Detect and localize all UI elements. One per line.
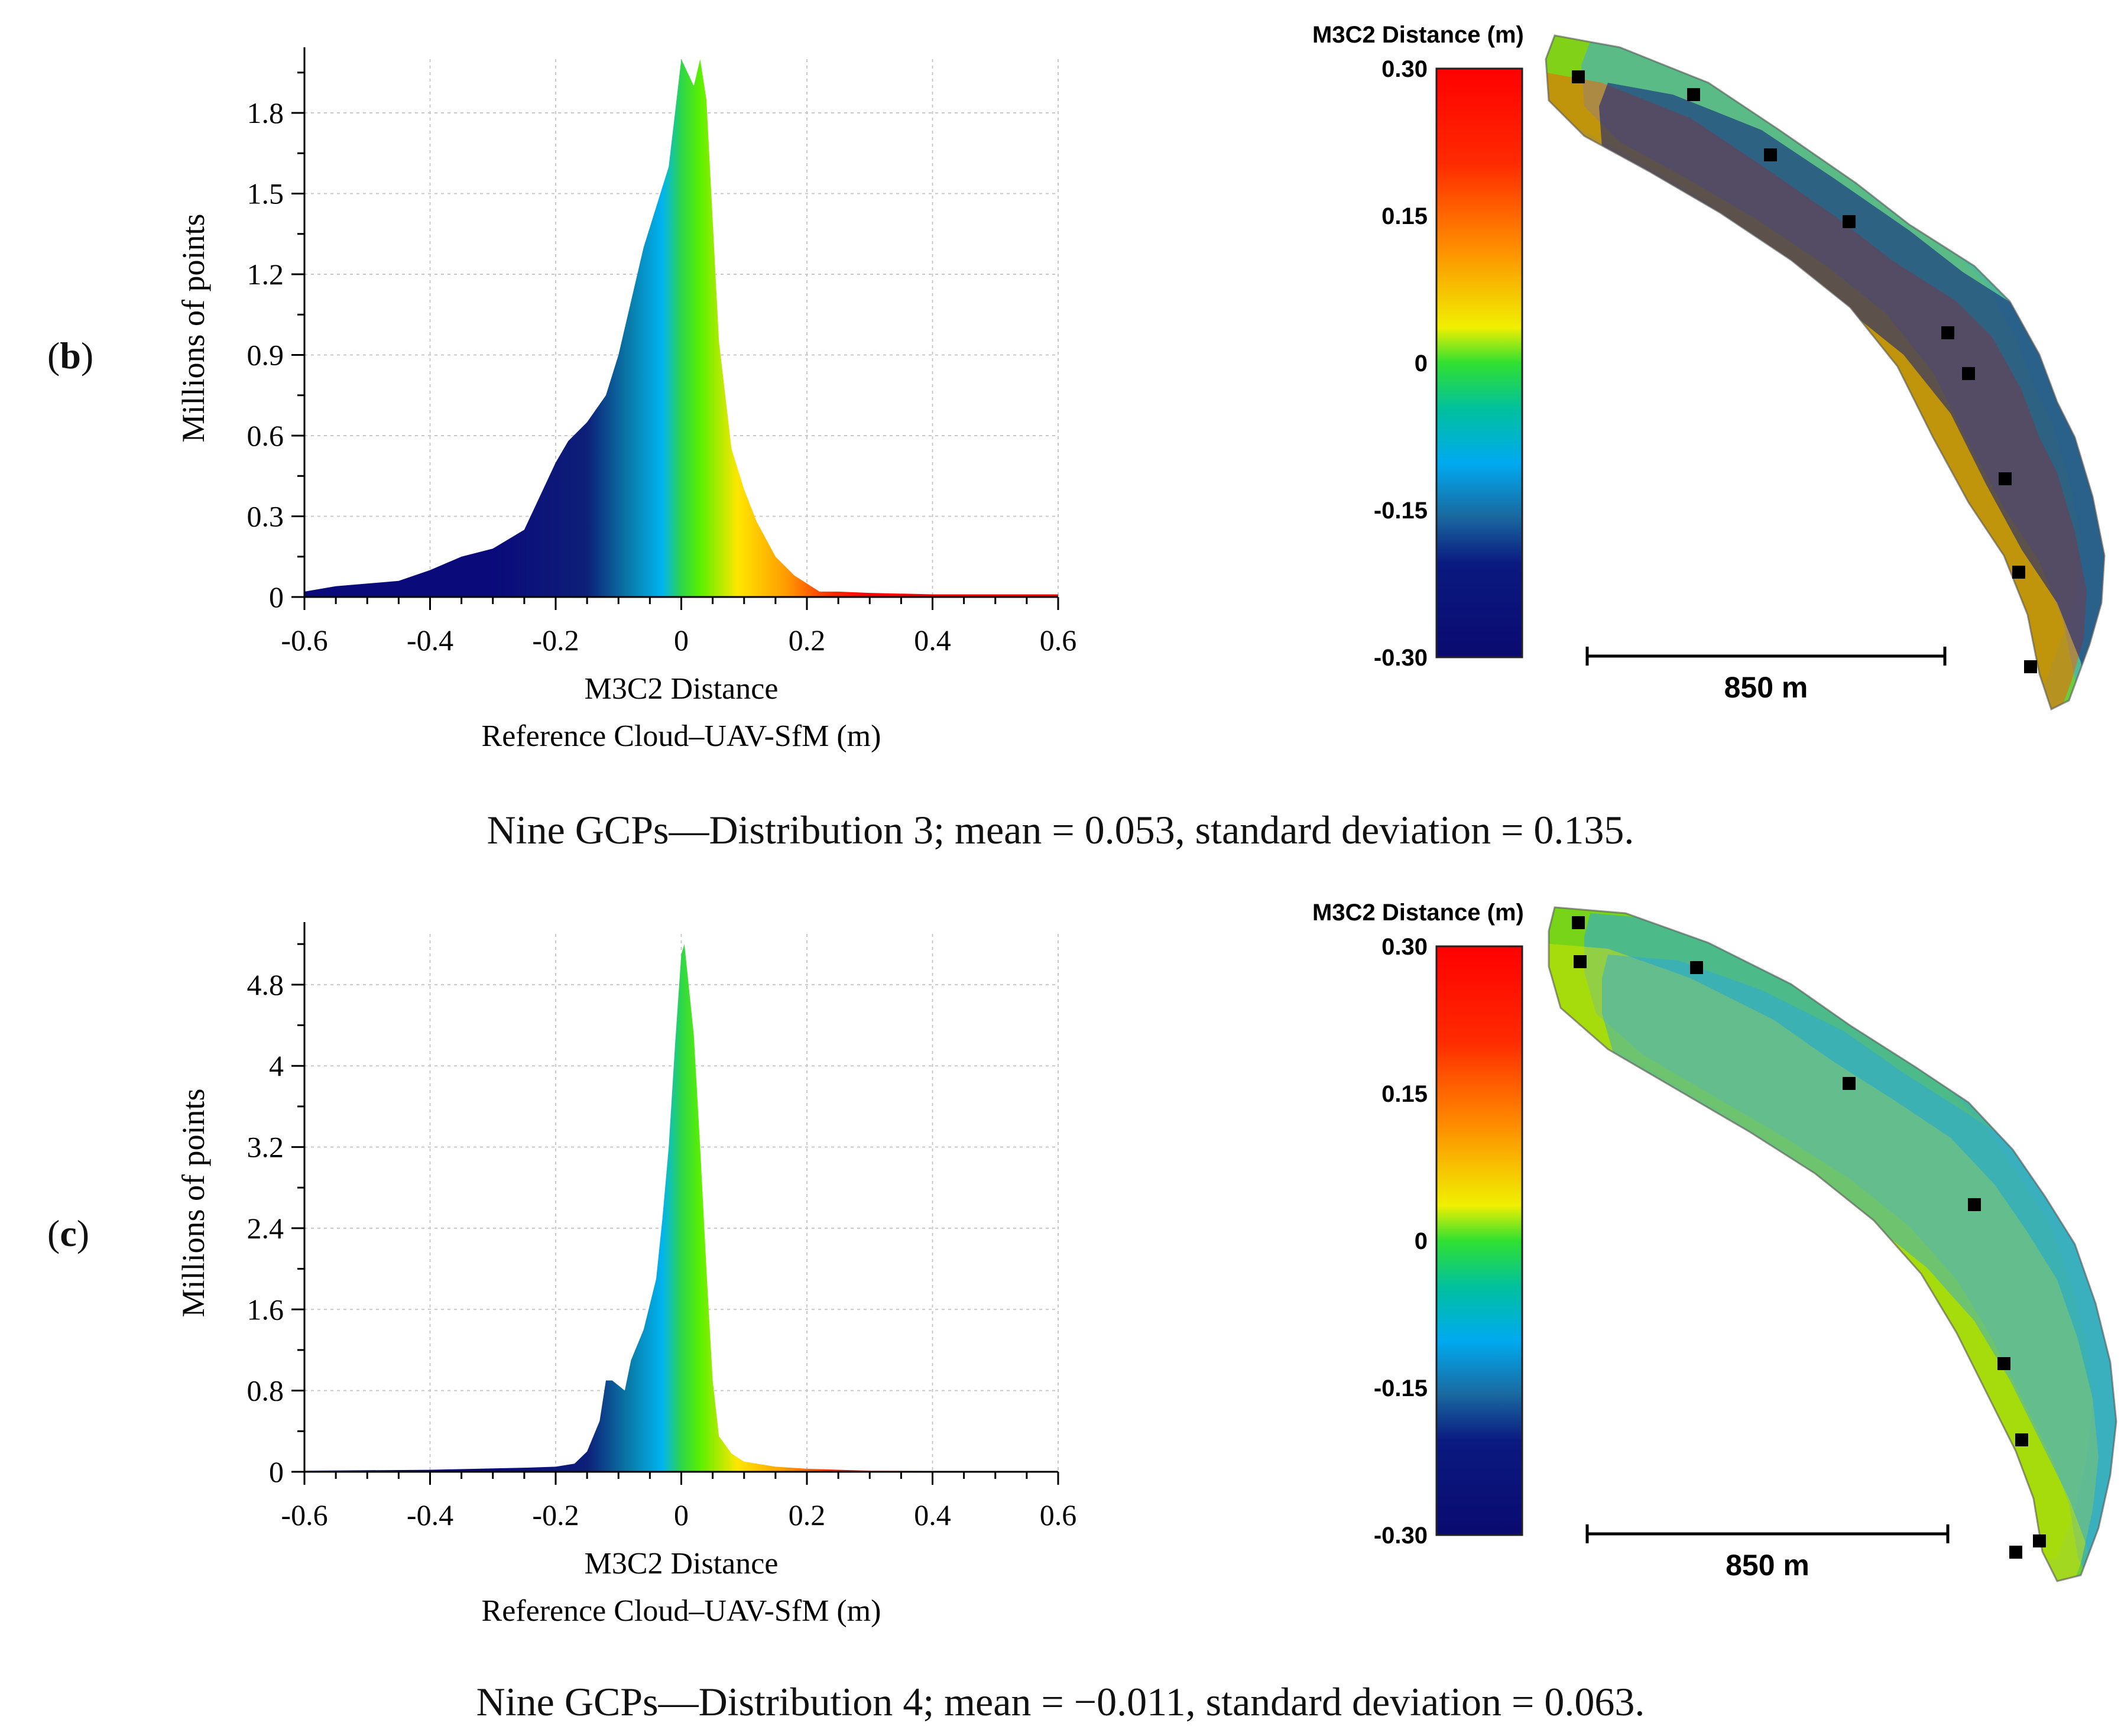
y-tick-label: 4.8 [247, 968, 284, 1001]
panel-label-b: (b) [47, 335, 94, 377]
x-tick-label: 0 [674, 624, 689, 657]
gcp-marker [1764, 148, 1777, 161]
map-reach-zone [1602, 955, 2116, 1581]
gcp-marker [1997, 1357, 2010, 1370]
map-reach [1546, 35, 2104, 709]
histogram-chart-c: -0.6 -0.4 -0.2 0 0.2 0.4 0.6 0 0.8 1.6 2.4 3.2 4 4.8 M… [176, 922, 1077, 1628]
colorbar-tick-label: 0.15 [1381, 203, 1428, 229]
x-axis-label: M3C2 Distance [585, 1547, 779, 1581]
gcp-marker [1962, 367, 1975, 380]
gcp-marker [1572, 916, 1585, 929]
x-tick-label: -0.2 [532, 624, 579, 657]
gcp-marker [1999, 472, 2012, 485]
scale-bar-label: 850 m [1726, 1549, 1809, 1582]
colorbar-tick-label: 0.30 [1381, 56, 1428, 82]
gcp-marker [1572, 70, 1585, 83]
x-tick-label: 0.4 [914, 624, 951, 657]
scale-bar-label: 850 m [1724, 671, 1808, 704]
gcp-marker [1843, 215, 1856, 228]
gcp-marker [1574, 955, 1587, 968]
colorbar-tick-label: 0.15 [1381, 1081, 1428, 1107]
y-tick-label: 1.8 [247, 96, 284, 129]
colorbar [1435, 945, 1523, 1536]
colorbar-tick-label: 0.30 [1381, 934, 1428, 960]
colorbar-title: M3C2 Distance (m) [1312, 22, 1524, 48]
distance-map-c: M3C2 Distance (m) 0.30 0.15 0 -0.15 -0.30 850 … [1312, 900, 2117, 1582]
y-tick-label: 4 [269, 1049, 284, 1082]
y-tick-label: 0.9 [247, 339, 284, 372]
y-tick-label: 0 [269, 580, 284, 614]
panel-label-c: (c) [47, 1212, 90, 1254]
x-tick-label: -0.6 [281, 624, 327, 657]
gcp-marker [2015, 1433, 2028, 1446]
colorbar-title: M3C2 Distance (m) [1312, 900, 1524, 926]
x-tick-label: -0.4 [407, 624, 453, 657]
x-tick-label: -0.6 [281, 1498, 327, 1531]
x-tick-label: 0 [674, 1498, 689, 1531]
colorbar-tick-label: -0.30 [1374, 1523, 1428, 1549]
x-tick-label: 0.6 [1040, 624, 1077, 657]
map-reach-outline [1545, 34, 2106, 711]
histogram-area [304, 944, 1058, 1472]
gcp-marker [1968, 1198, 1981, 1211]
gcp-marker [1687, 88, 1700, 101]
x-tick-label: 0.6 [1040, 1498, 1077, 1531]
gcp-marker [2033, 1534, 2046, 1547]
gcp-marker [1690, 961, 1703, 974]
map-reach [1549, 907, 2116, 1581]
y-tick-label: 0.3 [247, 500, 284, 533]
x-axis-label: M3C2 Distance [585, 672, 779, 706]
distance-map-b: M3C2 Distance (m) 0.30 0.15 0 -0.15 -0.30 850 … [1312, 22, 2106, 711]
colorbar-tick-label: -0.15 [1374, 1375, 1428, 1401]
x-axis-label-units: Reference Cloud–UAV-SfM (m) [482, 719, 881, 753]
caption-c: Nine GCPs—Distribution 4; mean = −0.011,… [476, 1679, 1645, 1724]
x-tick-label: 0.2 [789, 624, 826, 657]
map-reach-outline [1548, 906, 2117, 1582]
colorbar-tick-label: -0.30 [1374, 645, 1428, 671]
x-tick-label: 0.4 [914, 1498, 951, 1531]
colorbar-tick-label: 0 [1415, 351, 1428, 377]
colorbar-tick-label: -0.15 [1374, 498, 1428, 524]
x-tick-label: -0.4 [407, 1498, 453, 1531]
x-tick-label: -0.2 [532, 1498, 579, 1531]
x-axis-label-units: Reference Cloud–UAV-SfM (m) [482, 1594, 881, 1628]
gcp-marker [2009, 1546, 2022, 1559]
colorbar [1435, 67, 1523, 658]
gcp-marker [2024, 660, 2037, 673]
colorbar-tick-label: 0 [1415, 1228, 1428, 1254]
y-tick-label: 0 [269, 1455, 284, 1488]
y-axis-label: Millions of points [176, 1088, 211, 1317]
y-tick-label: 1.6 [247, 1293, 284, 1326]
x-tick-label: 0.2 [789, 1498, 826, 1531]
y-tick-label: 1.5 [247, 177, 284, 210]
y-tick-label: 1.2 [247, 258, 284, 291]
histogram-chart-b: -0.6 -0.4 -0.2 0 0.2 0.4 0.6 0 0.3 0.6 0.9 1.2 1.5 1.… [176, 47, 1077, 753]
gcp-marker [1843, 1077, 1856, 1090]
gcp-marker [2012, 566, 2025, 579]
y-tick-label: 2.4 [247, 1212, 284, 1245]
y-tick-label: 0.8 [247, 1374, 284, 1407]
caption-b: Nine GCPs—Distribution 3; mean = 0.053, … [487, 807, 1634, 852]
gcp-marker [1941, 326, 1954, 339]
y-axis-label: Millions of points [176, 213, 211, 442]
y-tick-label: 0.6 [247, 419, 284, 452]
histogram-area [304, 59, 1058, 597]
y-tick-label: 3.2 [247, 1131, 284, 1164]
